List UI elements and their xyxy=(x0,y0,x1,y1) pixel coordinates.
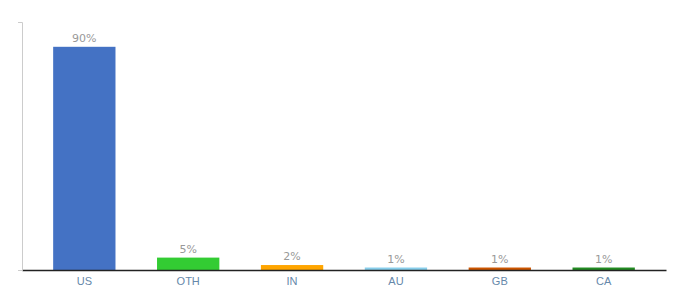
data-label: 1% xyxy=(595,253,612,266)
x-tick-label: US xyxy=(77,275,92,287)
x-tick-label: IN xyxy=(287,275,298,287)
data-labels: 90% 5% 2% 1% 1% 1% xyxy=(72,32,612,266)
bar xyxy=(469,268,531,270)
x-tick: AU xyxy=(388,275,403,287)
x-tick-label: AU xyxy=(388,275,403,287)
plot: 90% 5% 2% 1% 1% 1% US OTH IN AU GB CA xyxy=(18,23,667,287)
data-label: 2% xyxy=(283,250,300,263)
bars xyxy=(53,47,635,270)
x-axis: US OTH IN AU GB CA xyxy=(23,271,667,287)
data-label: 5% xyxy=(179,243,196,256)
data-label: 1% xyxy=(491,253,508,266)
bar xyxy=(573,268,635,270)
y-axis xyxy=(18,23,23,271)
chart: 90% 5% 2% 1% 1% 1% US OTH IN AU GB CA xyxy=(0,0,680,300)
bar xyxy=(157,258,219,270)
x-tick: CA xyxy=(596,275,612,287)
data-label: 1% xyxy=(387,253,404,266)
bar xyxy=(365,268,427,270)
y-axis-line xyxy=(18,23,23,271)
bar xyxy=(261,265,323,270)
x-tick-label: OTH xyxy=(177,275,200,287)
x-tick-label: GB xyxy=(492,275,508,287)
x-tick: IN xyxy=(287,275,298,287)
x-tick: GB xyxy=(492,275,508,287)
x-tick-label: CA xyxy=(596,275,612,287)
x-tick: OTH xyxy=(177,275,200,287)
data-label: 90% xyxy=(72,32,96,45)
x-axis-line xyxy=(23,270,667,272)
bar xyxy=(53,47,115,270)
x-tick: US xyxy=(77,275,92,287)
